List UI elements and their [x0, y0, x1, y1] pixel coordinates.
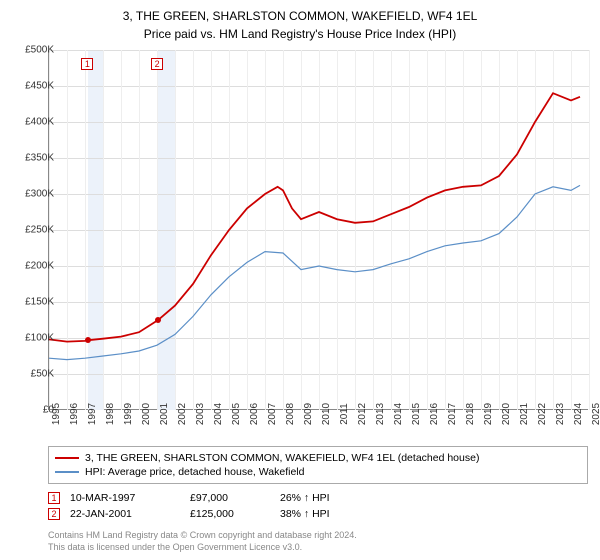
- sale-row-2: 2 22-JAN-2001 £125,000 38% ↑ HPI: [48, 506, 588, 522]
- x-axis-label: 2001: [159, 403, 170, 425]
- x-axis-label: 2006: [249, 403, 260, 425]
- sales-table: 1 10-MAR-1997 £97,000 26% ↑ HPI 2 22-JAN…: [48, 490, 588, 522]
- x-axis-label: 2012: [357, 403, 368, 425]
- x-axis-label: 2011: [339, 403, 350, 425]
- x-axis-label: 2000: [141, 403, 152, 425]
- x-axis-label: 2025: [591, 403, 600, 425]
- legend-item-property: 3, THE GREEN, SHARLSTON COMMON, WAKEFIEL…: [55, 451, 581, 465]
- legend-swatch-hpi: [55, 471, 79, 473]
- y-axis-label: £50K: [31, 369, 54, 380]
- y-axis-label: £200K: [25, 261, 54, 272]
- footer-attribution: Contains HM Land Registry data © Crown c…: [48, 530, 588, 553]
- sale-marker-box: 2: [151, 58, 163, 70]
- sale-marker-1: 1: [48, 492, 60, 504]
- x-axis-label: 2005: [231, 403, 242, 425]
- sale-marker-box: 1: [81, 58, 93, 70]
- plot-area: [48, 50, 588, 410]
- legend-item-hpi: HPI: Average price, detached house, Wake…: [55, 465, 581, 479]
- x-axis-label: 1996: [69, 403, 80, 425]
- y-axis-label: £500K: [25, 45, 54, 56]
- x-axis-label: 2018: [465, 403, 476, 425]
- chart-title: 3, THE GREEN, SHARLSTON COMMON, WAKEFIEL…: [0, 0, 600, 25]
- x-axis-label: 1998: [105, 403, 116, 425]
- footer-line-1: Contains HM Land Registry data © Crown c…: [48, 530, 588, 542]
- sale-price-1: £97,000: [190, 492, 270, 504]
- sale-marker-2: 2: [48, 508, 60, 520]
- x-axis-label: 2002: [177, 403, 188, 425]
- x-axis-label: 2003: [195, 403, 206, 425]
- legend-swatch-property: [55, 457, 79, 459]
- x-axis-label: 2019: [483, 403, 494, 425]
- y-axis-label: £150K: [25, 297, 54, 308]
- y-axis-label: £100K: [25, 333, 54, 344]
- sale-date-2: 22-JAN-2001: [70, 508, 180, 520]
- x-axis-label: 1999: [123, 403, 134, 425]
- x-axis-label: 1995: [51, 403, 62, 425]
- x-axis-label: 2010: [321, 403, 332, 425]
- sale-date-1: 10-MAR-1997: [70, 492, 180, 504]
- chart-subtitle: Price paid vs. HM Land Registry's House …: [0, 25, 600, 41]
- x-axis-label: 2021: [519, 403, 530, 425]
- chart-svg: [49, 50, 589, 410]
- y-axis-label: £450K: [25, 81, 54, 92]
- y-axis-label: £250K: [25, 225, 54, 236]
- x-axis-label: 2022: [537, 403, 548, 425]
- x-axis-label: 1997: [87, 403, 98, 425]
- x-axis-label: 2024: [573, 403, 584, 425]
- x-axis-label: 2004: [213, 403, 224, 425]
- gridline-v: [589, 50, 590, 410]
- x-axis-label: 2016: [429, 403, 440, 425]
- y-axis-label: £400K: [25, 117, 54, 128]
- x-axis-label: 2015: [411, 403, 422, 425]
- x-axis-label: 2008: [285, 403, 296, 425]
- chart-container: 3, THE GREEN, SHARLSTON COMMON, WAKEFIEL…: [0, 0, 600, 560]
- sale-price-2: £125,000: [190, 508, 270, 520]
- legend: 3, THE GREEN, SHARLSTON COMMON, WAKEFIEL…: [48, 446, 588, 484]
- sale-point: [85, 337, 91, 343]
- x-axis-label: 2007: [267, 403, 278, 425]
- footer-line-2: This data is licensed under the Open Gov…: [48, 542, 588, 554]
- sale-diff-2: 38% ↑ HPI: [280, 508, 360, 520]
- legend-label-property: 3, THE GREEN, SHARLSTON COMMON, WAKEFIEL…: [85, 452, 479, 464]
- sale-row-1: 1 10-MAR-1997 £97,000 26% ↑ HPI: [48, 490, 588, 506]
- sale-diff-1: 26% ↑ HPI: [280, 492, 360, 504]
- x-axis-label: 2009: [303, 403, 314, 425]
- sale-point: [155, 317, 161, 323]
- x-axis-label: 2017: [447, 403, 458, 425]
- y-axis-label: £350K: [25, 153, 54, 164]
- x-axis-label: 2014: [393, 403, 404, 425]
- x-axis-label: 2013: [375, 403, 386, 425]
- x-axis-label: 2023: [555, 403, 566, 425]
- y-axis-label: £300K: [25, 189, 54, 200]
- x-axis-label: 2020: [501, 403, 512, 425]
- legend-label-hpi: HPI: Average price, detached house, Wake…: [85, 466, 304, 478]
